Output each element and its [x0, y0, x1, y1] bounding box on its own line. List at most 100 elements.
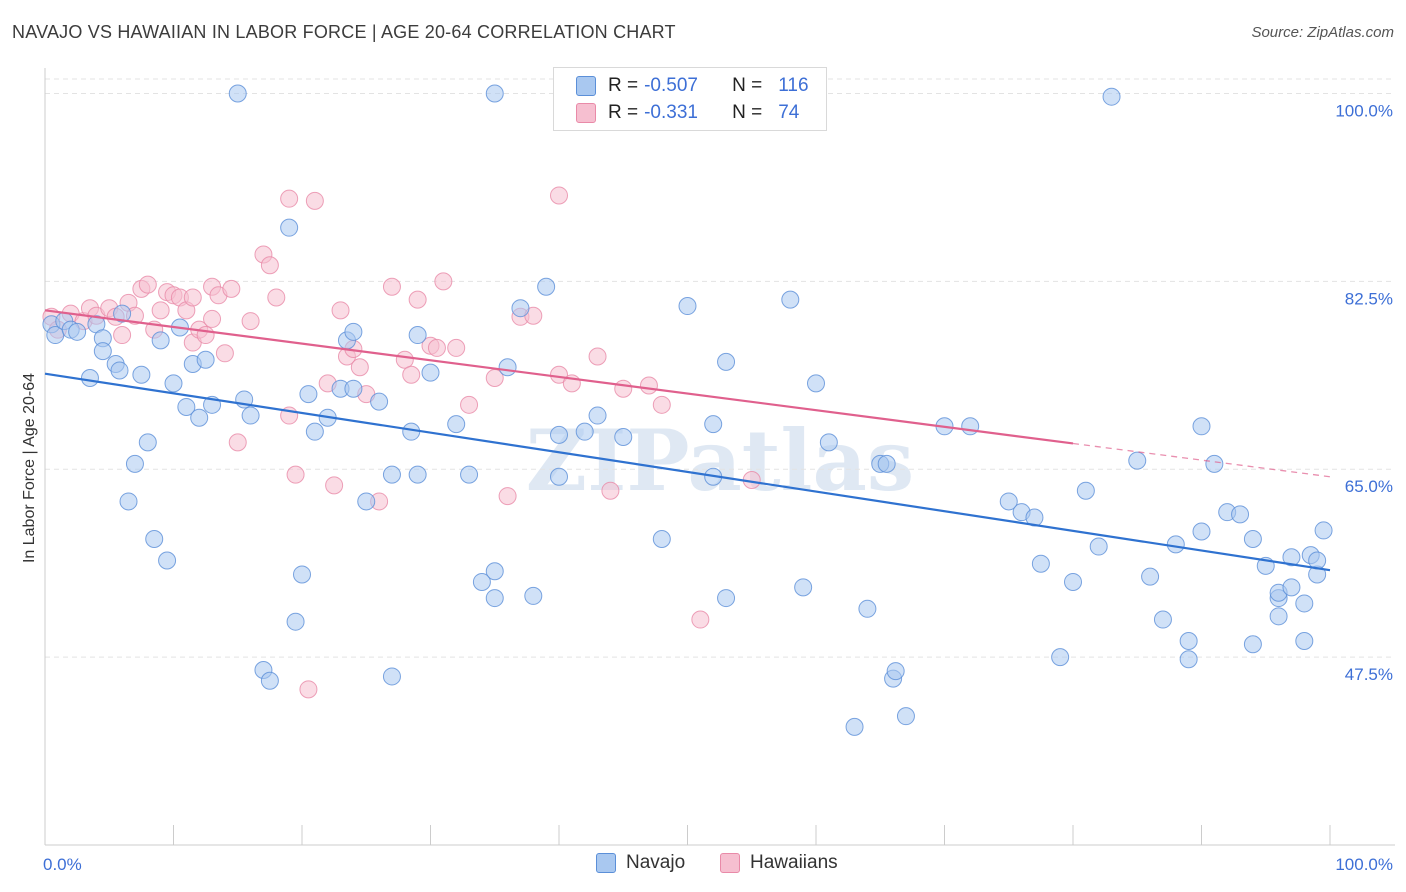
hawaiian-point [350, 358, 369, 377]
navajo-point [550, 467, 568, 486]
navajo-point [286, 612, 305, 631]
navajo-point [1064, 572, 1082, 591]
navajo-point [524, 586, 543, 605]
navajo-point [151, 331, 170, 350]
n-value: 74 [778, 102, 800, 123]
navajo-point [421, 363, 440, 382]
hawaiian-point [652, 395, 671, 414]
hawaiian-point [402, 365, 421, 384]
navajo-point [717, 352, 736, 371]
navajo-point [1031, 554, 1050, 573]
x-tick-label: 0.0% [43, 855, 82, 874]
navajo-point [1051, 648, 1070, 667]
n-label: N = [732, 75, 763, 96]
hawaiian-point [215, 344, 234, 363]
r-label: R = [608, 102, 639, 123]
navajo-point [485, 84, 504, 103]
navajo-point [485, 562, 504, 581]
navajo-point [678, 297, 697, 316]
navajo-point [511, 299, 530, 318]
navajo-point [119, 492, 138, 511]
hawaiian-point [434, 272, 453, 291]
navajo-point [1295, 594, 1314, 613]
navajo-trendline [44, 372, 1331, 572]
navajo-point [158, 551, 177, 570]
n-label: N = [732, 102, 763, 123]
navajo-point [460, 465, 479, 484]
legend-row-navajo: R = -0.507 N = 116 [576, 73, 809, 99]
navajo-point [575, 422, 594, 441]
navajo-point [1128, 451, 1147, 470]
hawaiian-point [228, 433, 247, 452]
hawaiian-point [691, 610, 710, 629]
navajo-point [1282, 578, 1301, 597]
navajo-point [228, 84, 247, 103]
navajo-point [110, 361, 129, 380]
hawaiian-point [639, 376, 658, 395]
navajo-point [1141, 567, 1160, 586]
hawaiian-point [138, 275, 157, 294]
hawaiian-point [331, 301, 350, 320]
navajo-point [588, 406, 607, 425]
navajo-point [93, 342, 112, 361]
hawaiian-point [241, 312, 260, 331]
navajo-point [447, 415, 466, 434]
navajo-point [1076, 481, 1095, 500]
navajo-point [1192, 417, 1211, 436]
legend-item-navajo[interactable]: Navajo [596, 852, 685, 874]
navajo-point [132, 365, 151, 384]
navajo-point [1282, 548, 1301, 567]
navajo-point [408, 465, 427, 484]
navajo-point [190, 408, 209, 427]
hawaiian-point [151, 301, 170, 320]
navajo-point [819, 433, 838, 452]
navajo-point [807, 374, 825, 393]
hawaiian-point [408, 290, 427, 309]
navajo-point [652, 530, 671, 549]
navajo-point [1269, 607, 1288, 626]
hawaiian-point [299, 680, 318, 699]
hawaiian-swatch [576, 103, 596, 123]
y-tick-label: 47.5% [1345, 665, 1393, 684]
navajo-swatch [596, 853, 616, 873]
hawaiian-point [267, 288, 286, 307]
hawaiian-point [498, 487, 517, 506]
hawaiian-point [325, 476, 344, 495]
hawaiian-swatch [720, 853, 740, 873]
navajo-point [357, 492, 376, 511]
navajo-point [704, 415, 723, 434]
navajo-point [305, 422, 324, 441]
navajo-point [1179, 632, 1198, 651]
navajo-point [80, 368, 99, 387]
navajo-point [717, 589, 736, 608]
hawaiian-point [550, 186, 568, 205]
y-tick-label: 65.0% [1345, 477, 1393, 496]
navajo-point [794, 578, 813, 597]
y-axis-label: In Labor Force | Age 20-64 [21, 372, 38, 564]
stats-legend: R = -0.507 N = 116 R = -0.331 N = 74 [553, 67, 827, 131]
legend-row-hawaiians: R = -0.331 N = 74 [576, 100, 799, 126]
navajo-point [1153, 610, 1172, 629]
navajo-point [138, 433, 157, 452]
navajo-point [485, 589, 504, 608]
navajo-point [896, 707, 915, 726]
legend-item-hawaiians[interactable]: Hawaiians [720, 852, 838, 874]
hawaiian-point [286, 465, 305, 484]
navajo-point [344, 322, 363, 341]
navajo-point [877, 454, 896, 473]
navajo-point [382, 667, 401, 686]
hawaiian-point [113, 326, 132, 345]
navajo-point [196, 350, 215, 369]
hawaiian-point [222, 279, 241, 298]
hawaiian-trendline [44, 309, 1074, 445]
r-label: R = [608, 75, 639, 96]
hawaiian-point [305, 191, 324, 210]
legend-label-hawaiians: Hawaiians [750, 852, 838, 873]
navajo-point [260, 671, 279, 690]
navajo-point [113, 304, 132, 323]
hawaiian-point [280, 189, 299, 208]
hawaiian-point [196, 326, 215, 345]
navajo-point [382, 465, 401, 484]
hawaiian-point [427, 338, 446, 357]
navajo-swatch [576, 76, 596, 96]
